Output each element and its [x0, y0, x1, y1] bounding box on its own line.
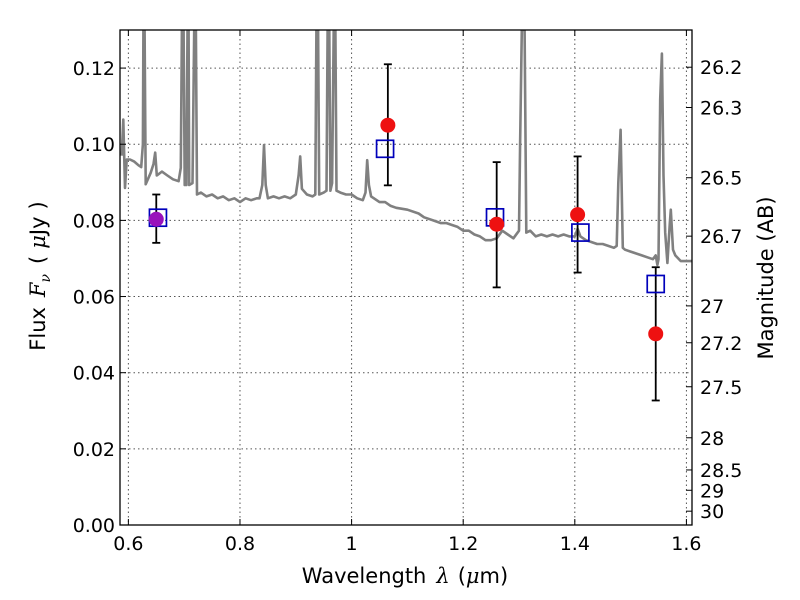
- y-tick-label: 0.00: [73, 515, 115, 537]
- axis-ticks: 0.6 0.8 1 1.2 1.4 1.6 0.00 0.02 0.04 0.06 0.08 0.10…: [73, 30, 742, 555]
- observed-point: [148, 211, 164, 227]
- error-bars: [152, 63, 660, 402]
- x-tick-label: 1.2: [448, 533, 478, 555]
- mag-tick-label: 29: [700, 480, 724, 502]
- mag-tick-label: 26.7: [700, 226, 742, 248]
- observed-point: [380, 117, 396, 133]
- mag-tick-label: 26.3: [700, 97, 742, 119]
- grid-lines: [120, 30, 692, 525]
- observed-point: [489, 216, 505, 232]
- mag-tick-label: 26.5: [700, 168, 742, 190]
- y-tick-label: 0.12: [73, 58, 115, 80]
- mag-tick-label: 30: [700, 501, 724, 523]
- x-axis-label: Wavelength λ (μm): [302, 564, 508, 588]
- mag-tick-label: 27: [700, 296, 724, 318]
- y-axis-label: FluxFν(μJy): [26, 201, 54, 350]
- mag-tick-label: 28.5: [700, 460, 742, 482]
- model-square: [571, 223, 590, 242]
- mag-tick-label: 27.2: [700, 333, 742, 355]
- mag-tick-label: 28: [700, 428, 724, 450]
- model-square: [646, 274, 666, 294]
- y2-axis-label: Magnitude (AB): [754, 196, 778, 359]
- observed-points: [148, 117, 664, 342]
- model-points: [148, 139, 666, 294]
- y-tick-label: 0.06: [73, 287, 115, 309]
- observed-point: [570, 207, 586, 223]
- x-tick-label: 1: [346, 533, 358, 555]
- y-tick-label: 0.02: [73, 439, 115, 461]
- y-tick-label: 0.04: [73, 363, 115, 385]
- y-tick-label: 0.10: [73, 134, 115, 156]
- y-tick-label: 0.08: [73, 210, 115, 232]
- x-tick-label: 1.6: [671, 533, 701, 555]
- mag-tick-label: 27.5: [700, 377, 742, 399]
- x-tick-label: 1.4: [560, 533, 590, 555]
- mag-tick-label: 26.2: [700, 57, 742, 79]
- model-square: [375, 139, 395, 159]
- spectrum-line: [120, 30, 692, 267]
- spectrum-series: [120, 30, 692, 267]
- observed-point: [648, 326, 664, 342]
- x-tick-label: 0.8: [225, 533, 255, 555]
- plot-frame: [119, 29, 693, 526]
- x-tick-label: 0.6: [113, 533, 143, 555]
